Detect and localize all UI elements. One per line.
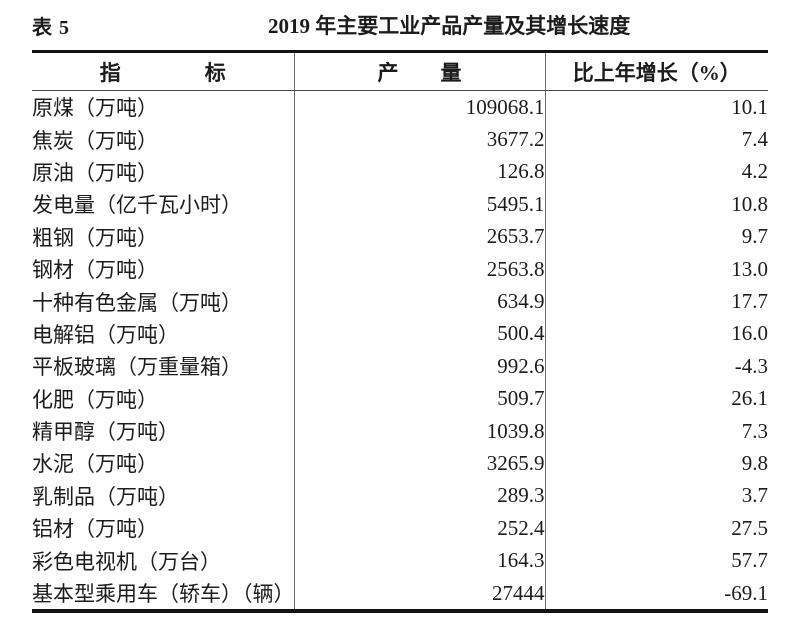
table-row: 铝材（万吨） 252.4 27.5 (32, 512, 768, 545)
output-cell: 509.7 (294, 382, 546, 415)
table-row: 电解铝（万吨） 500.4 16.0 (32, 317, 768, 351)
indicator-cell: 乳制品（万吨） (32, 479, 295, 513)
indicator-cell: 原煤（万吨） (32, 90, 295, 124)
table-row: 乳制品（万吨） 289.3 3.7 (32, 479, 768, 513)
indicator-cell: 平板玻璃（万重量箱） (32, 350, 295, 383)
table-title: 2019 年主要工业产品产量及其增长速度 (268, 14, 631, 38)
table-row: 彩色电视机（万台） 164.3 57.7 (32, 544, 768, 577)
growth-cell: 4.2 (741, 159, 768, 184)
output-cell: 164.3 (294, 544, 546, 577)
output-cell: 634.9 (294, 285, 546, 318)
indicator-cell: 水泥（万吨） (32, 447, 295, 480)
indicator-cell: 发电量（亿千瓦小时） (32, 188, 295, 221)
growth-cell: 27.5 (731, 515, 768, 540)
table-row: 粗钢（万吨） 2653.7 9.7 (32, 220, 768, 253)
output-cell: 1039.8 (294, 414, 546, 448)
growth-cell: 7.4 (741, 127, 768, 152)
growth-cell: -69.1 (724, 580, 768, 605)
growth-cell: 17.7 (731, 289, 768, 314)
indicator-cell: 粗钢（万吨） (32, 220, 295, 253)
table-number: 表 5 (32, 16, 70, 39)
table-caption: 表 5 2019 年主要工业产品产量及其增长速度 (32, 0, 768, 50)
growth-cell: 57.7 (731, 548, 768, 573)
output-cell: 5495.1 (294, 188, 546, 221)
output-cell: 252.4 (294, 512, 546, 545)
output-cell: 2653.7 (294, 220, 546, 253)
table-body: 原煤（万吨） 109068.1 10.1 焦炭（万吨） 3677.2 7.4 原… (32, 90, 768, 612)
indicator-cell: 十种有色金属（万吨） (32, 285, 295, 318)
table-row: 基本型乘用车（轿车）（辆） 27444 -69.1 (32, 576, 768, 612)
output-cell: 2563.8 (294, 252, 546, 286)
growth-cell: 9.7 (741, 224, 768, 249)
table-row: 精甲醇（万吨） 1039.8 7.3 (32, 414, 768, 448)
growth-cell: -4.3 (734, 353, 768, 378)
growth-cell: 26.1 (731, 386, 768, 411)
output-cell: 992.6 (294, 350, 546, 383)
output-cell: 3677.2 (294, 123, 546, 156)
table-row: 焦炭（万吨） 3677.2 7.4 (32, 123, 768, 156)
output-cell: 289.3 (294, 479, 546, 513)
table-row: 化肥（万吨） 509.7 26.1 (32, 382, 768, 415)
column-header-indicator: 指 标 (32, 51, 295, 91)
indicator-cell: 基本型乘用车（轿车）（辆） (32, 576, 295, 612)
growth-cell: 3.7 (741, 483, 768, 508)
output-cell: 3265.9 (294, 447, 546, 480)
table-row: 原煤（万吨） 109068.1 10.1 (32, 90, 768, 124)
header-row: 指 标 产 量 比上年增长（%） (32, 51, 768, 91)
industrial-products-table: 指 标 产 量 比上年增长（%） 原煤（万吨） 109068.1 10.1 焦炭… (32, 50, 768, 614)
output-cell: 109068.1 (294, 90, 546, 124)
indicator-cell: 原油（万吨） (32, 155, 295, 189)
column-header-growth: 比上年增长（%） (545, 51, 768, 91)
growth-cell: 16.0 (731, 321, 768, 346)
table-row: 平板玻璃（万重量箱） 992.6 -4.3 (32, 350, 768, 383)
table-row: 钢材（万吨） 2563.8 13.0 (32, 252, 768, 286)
output-cell: 27444 (294, 576, 546, 612)
indicator-cell: 彩色电视机（万台） (32, 544, 295, 577)
growth-cell: 10.1 (731, 94, 768, 119)
indicator-cell: 铝材（万吨） (32, 512, 295, 545)
table-row: 十种有色金属（万吨） 634.9 17.7 (32, 285, 768, 318)
growth-cell: 13.0 (731, 256, 768, 281)
table-row: 发电量（亿千瓦小时） 5495.1 10.8 (32, 188, 768, 221)
indicator-cell: 焦炭（万吨） (32, 123, 295, 156)
indicator-cell: 精甲醇（万吨） (32, 414, 295, 448)
output-cell: 500.4 (294, 317, 546, 351)
growth-cell: 9.8 (741, 450, 768, 475)
indicator-cell: 电解铝（万吨） (32, 317, 295, 351)
column-header-output: 产 量 (294, 51, 546, 91)
indicator-cell: 化肥（万吨） (32, 382, 295, 415)
growth-cell: 7.3 (741, 418, 768, 443)
indicator-cell: 钢材（万吨） (32, 252, 295, 286)
table-row: 水泥（万吨） 3265.9 9.8 (32, 447, 768, 480)
table-row: 原油（万吨） 126.8 4.2 (32, 155, 768, 189)
output-cell: 126.8 (294, 155, 546, 189)
growth-cell: 10.8 (731, 191, 768, 216)
